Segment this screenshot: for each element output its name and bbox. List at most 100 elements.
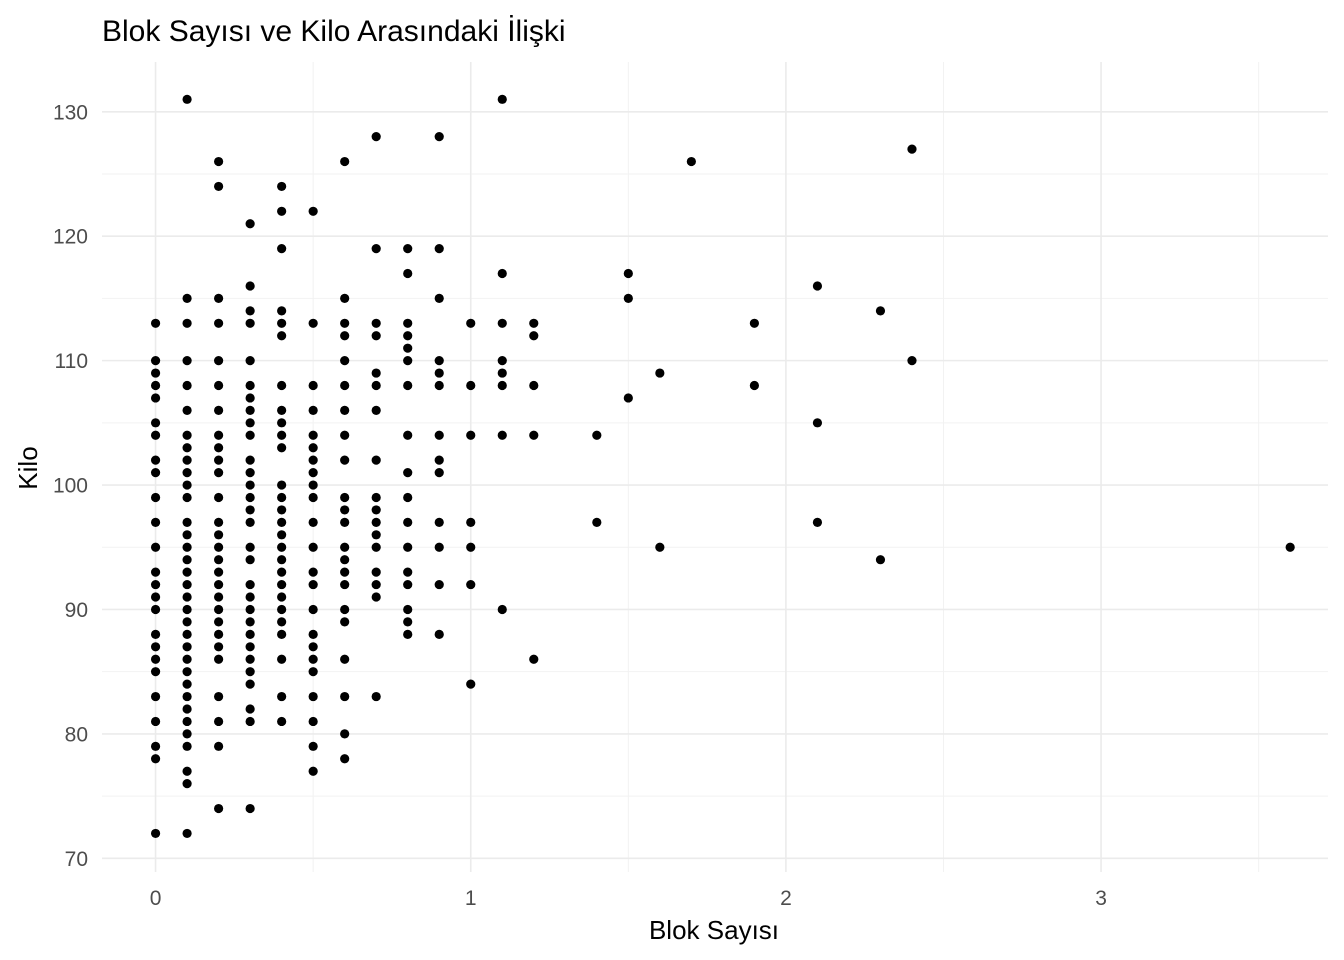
scatter-point <box>214 617 224 627</box>
scatter-point <box>403 567 413 577</box>
scatter-point <box>466 318 476 328</box>
scatter-point <box>308 604 318 615</box>
scatter-point <box>277 654 287 664</box>
scatter-point <box>371 517 381 527</box>
scatter-point <box>277 306 287 316</box>
scatter-point <box>182 455 192 465</box>
scatter-point <box>277 542 287 552</box>
scatter-point <box>308 318 318 328</box>
scatter-point <box>434 368 444 378</box>
scatter-point <box>277 331 287 341</box>
scatter-point <box>308 517 318 527</box>
y-tick-label: 80 <box>65 723 88 746</box>
scatter-point <box>340 617 350 627</box>
scatter-point <box>245 704 255 714</box>
scatter-point <box>308 542 318 552</box>
y-tick-label: 90 <box>65 599 88 622</box>
scatter-point <box>277 567 287 577</box>
scatter-point <box>308 716 318 727</box>
scatter-point <box>308 579 318 590</box>
scatter-point <box>308 206 318 216</box>
scatter-point <box>686 156 696 167</box>
scatter-point <box>214 555 224 565</box>
scatter-point <box>497 356 507 366</box>
scatter-point <box>182 642 192 652</box>
scatter-point <box>371 592 381 602</box>
scatter-point <box>214 517 224 527</box>
scatter-point <box>592 430 602 440</box>
scatter-point <box>434 380 444 391</box>
scatter-point <box>150 418 161 428</box>
x-axis-tick-labels: 0 1 2 3 <box>150 887 1107 910</box>
scatter-point <box>214 691 224 702</box>
y-tick-label: 130 <box>53 101 88 124</box>
scatter-point <box>182 629 192 639</box>
scatter-point <box>150 517 161 527</box>
scatter-point <box>245 617 255 627</box>
scatter-point <box>277 181 287 192</box>
scatter-point <box>308 430 318 440</box>
scatter-point <box>308 629 318 639</box>
scatter-point <box>340 517 350 527</box>
scatter-point <box>182 356 192 366</box>
scatter-point <box>277 405 287 415</box>
scatter-point <box>277 318 287 328</box>
scatter-point <box>182 555 192 565</box>
scatter-point <box>340 293 350 304</box>
scatter-point <box>371 331 381 341</box>
scatter-point <box>150 828 161 839</box>
scatter-point <box>340 356 350 366</box>
scatter-point <box>277 517 287 527</box>
x-tick-label: 1 <box>465 887 477 910</box>
scatter-point <box>655 542 665 552</box>
scatter-point <box>403 579 413 590</box>
scatter-point <box>403 356 413 366</box>
scatter-point <box>371 244 381 254</box>
scatter-point <box>182 530 192 540</box>
scatter-point <box>182 443 192 453</box>
scatter-point <box>340 455 350 465</box>
x-axis-label: Blok Sayısı <box>649 915 779 945</box>
scatter-point <box>340 729 350 739</box>
scatter-point <box>371 567 381 577</box>
y-axis-tick-labels: 70 80 90 100 110 120 130 <box>53 101 88 871</box>
scatter-point <box>308 654 318 664</box>
scatter-point <box>403 467 413 478</box>
scatter-point <box>245 356 255 366</box>
scatter-point <box>371 132 381 142</box>
scatter-point <box>214 380 224 391</box>
scatter-point <box>150 592 161 602</box>
scatter-point <box>497 604 507 615</box>
scatter-point <box>340 604 350 615</box>
scatter-point <box>214 579 224 590</box>
scatter-point <box>403 617 413 627</box>
scatter-point <box>214 803 224 814</box>
scatter-point <box>907 144 917 154</box>
scatter-point <box>497 94 507 104</box>
scatter-point <box>403 542 413 552</box>
scatter-point <box>434 356 444 366</box>
scatter-point <box>497 430 507 440</box>
scatter-point <box>434 244 444 254</box>
scatter-point <box>308 467 318 478</box>
scatter-point <box>150 455 161 465</box>
scatter-point <box>214 443 224 453</box>
scatter-point <box>277 206 287 216</box>
scatter-point <box>277 244 287 254</box>
scatter-point <box>150 380 161 391</box>
scatter-point <box>277 579 287 590</box>
scatter-point <box>245 219 255 229</box>
scatter-point <box>150 318 161 328</box>
scatter-point <box>340 331 350 341</box>
y-tick-label: 70 <box>65 848 88 871</box>
scatter-point <box>277 430 287 440</box>
y-tick-label: 110 <box>55 350 88 373</box>
scatter-point <box>308 567 318 577</box>
scatter-point <box>592 517 602 527</box>
scatter-point <box>182 654 192 664</box>
scatter-point <box>150 691 161 702</box>
x-tick-label: 2 <box>780 887 792 910</box>
scatter-point <box>434 467 444 478</box>
scatter-point <box>434 455 444 465</box>
